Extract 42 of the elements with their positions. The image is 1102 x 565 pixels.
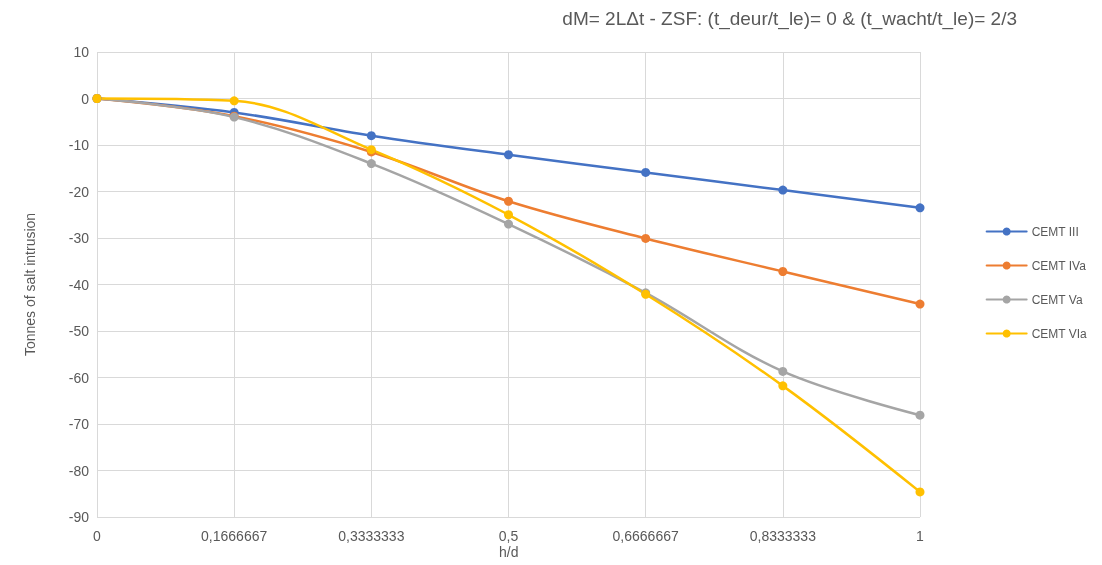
- point: [778, 185, 788, 195]
- y-tick-label: -50: [68, 323, 90, 339]
- x-tick-label: 0,1666667: [201, 528, 268, 544]
- x-axis-title: h/d: [499, 544, 519, 560]
- x-tick-label: 0,5: [498, 528, 519, 544]
- point: [915, 203, 925, 213]
- y-tick-label: -40: [68, 276, 90, 293]
- chart-title: dM= 2LΔt - ZSF: (t_deur/t_le)= 0 & (t_wacht/t_le)= 2/3: [562, 8, 1018, 30]
- point: [366, 159, 376, 169]
- x-tick-label: 1: [916, 528, 925, 544]
- y-tick-label: -10: [68, 137, 90, 153]
- legend-label: CEMT III: [1031, 224, 1079, 239]
- point: [229, 96, 239, 106]
- y-tick-label: -80: [68, 462, 90, 479]
- y-axis-title: Tonnes of salt intrusion: [22, 212, 38, 357]
- point: [504, 210, 513, 220]
- point: [504, 196, 513, 206]
- x-tick-label: 0: [93, 528, 102, 544]
- legend-label: CEMT Va: [1031, 292, 1083, 307]
- point: [504, 150, 513, 160]
- legend-label: CEMT VIa: [1031, 326, 1088, 341]
- y-tick-label: -60: [68, 369, 90, 386]
- point: [778, 266, 788, 276]
- point: [641, 167, 651, 177]
- y-tick-label: 10: [73, 44, 90, 60]
- x-tick-label: 0,3333333: [338, 528, 405, 544]
- point: [778, 366, 788, 376]
- y-tick-label: 0: [81, 90, 90, 107]
- y-tick-label: -20: [68, 183, 90, 200]
- x-tick-label: 0,6666667: [612, 528, 679, 544]
- y-tick-label: -90: [68, 509, 90, 525]
- point: [778, 381, 788, 391]
- x-tick-label: 0,8333333: [749, 528, 817, 544]
- point: [915, 299, 925, 309]
- point: [915, 410, 925, 420]
- point: [641, 233, 651, 243]
- point: [504, 219, 513, 229]
- y-tick-label: -70: [68, 416, 90, 432]
- legend-label: CEMT IVa: [1031, 258, 1087, 273]
- point: [366, 131, 376, 141]
- point: [915, 487, 925, 497]
- y-tick-label: -30: [68, 230, 90, 246]
